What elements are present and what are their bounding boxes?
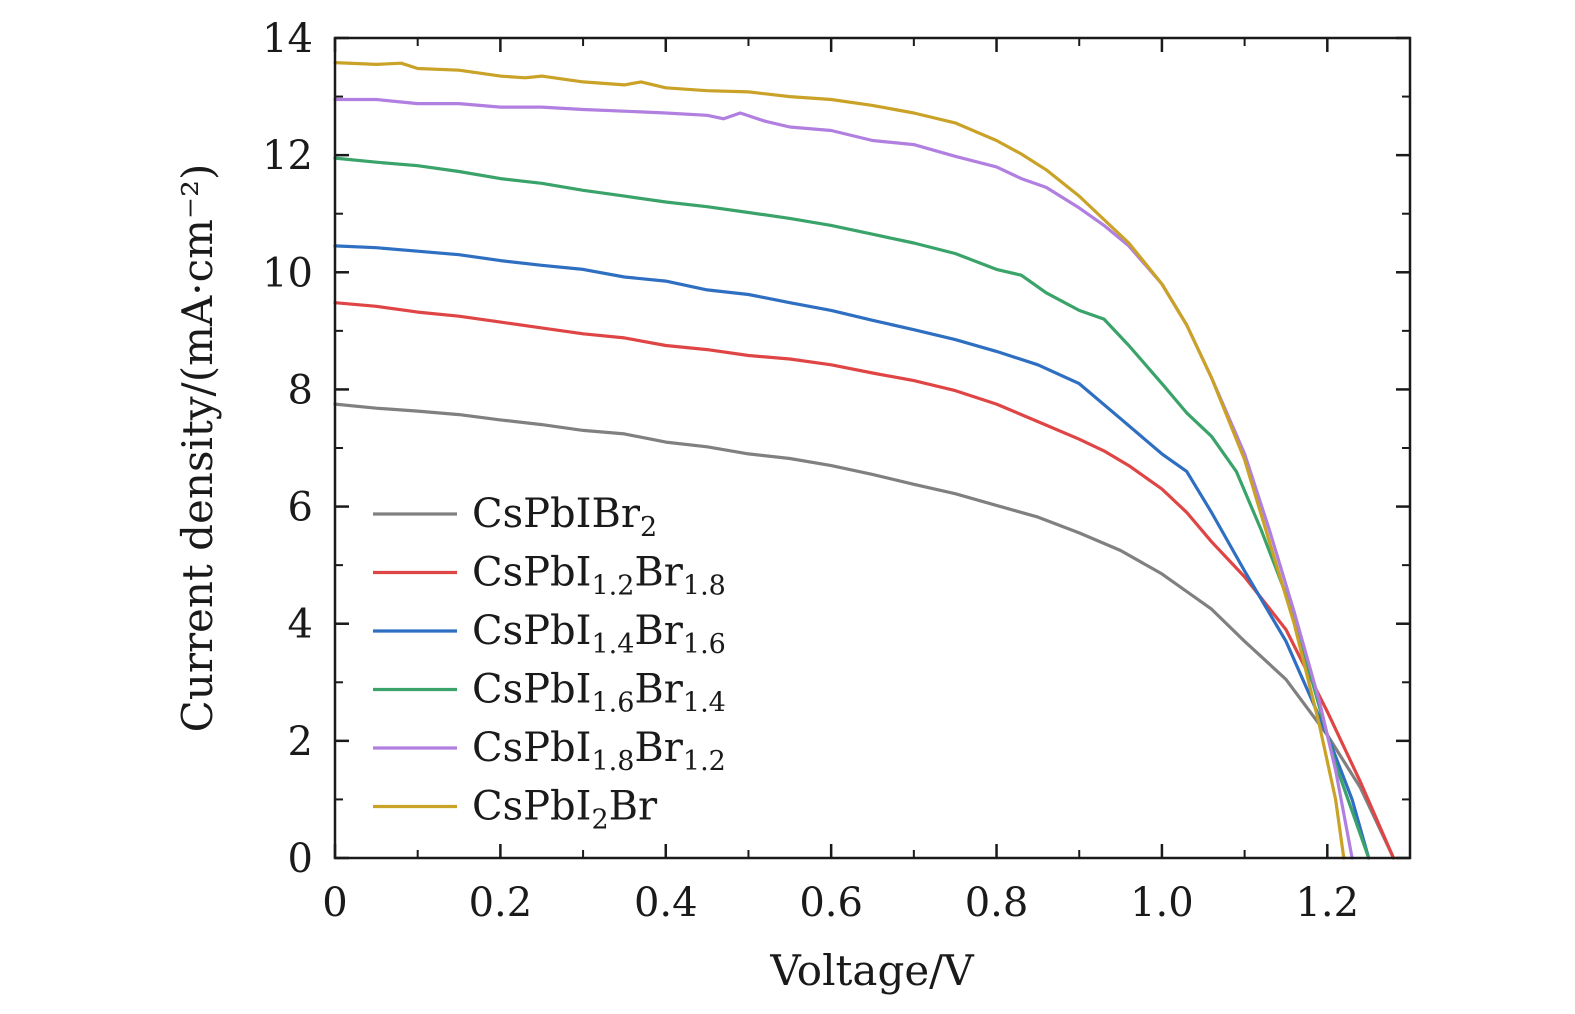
legend-label-0: CsPbIBr2 <box>472 491 657 543</box>
series-line-1 <box>333 301 1396 860</box>
x-tick-label: 0.8 <box>965 880 1029 926</box>
x-tick-label: 0 <box>322 880 347 926</box>
y-tick-label: 10 <box>262 250 313 296</box>
axis-ticks <box>333 36 1411 860</box>
series-line-2 <box>333 244 1371 860</box>
legend-label-2: CsPbI1.4Br1.6 <box>472 608 726 660</box>
legend-label-3: CsPbI1.6Br1.4 <box>472 667 726 719</box>
y-axis-label: Current density/(mA·cm⁻²) <box>173 164 222 733</box>
y-tick-label: 8 <box>288 367 313 413</box>
y-tick-label: 2 <box>288 719 313 765</box>
x-axis-label: Voltage/V <box>769 946 974 995</box>
y-tick-label: 12 <box>262 133 313 179</box>
y-tick-label: 0 <box>288 836 313 882</box>
y-tick-label: 4 <box>288 602 313 648</box>
x-tick-label: 0.6 <box>799 880 863 926</box>
x-tick-label: 0.2 <box>469 880 533 926</box>
legend-label-1: CsPbI1.2Br1.8 <box>472 550 726 602</box>
legend: CsPbIBr2 CsPbI1.2Br1.8 CsPbI1.4Br1.6 CsPbI1… <box>373 491 726 836</box>
axis-tick-labels: 0 0.2 0.4 0.6 0.8 1.0 1.2 0 2 4 6 8 10 12 14 <box>262 16 1359 926</box>
y-tick-label: 6 <box>288 485 313 531</box>
series-line-3 <box>333 156 1371 860</box>
series-line-0 <box>333 402 1396 860</box>
legend-label-4: CsPbI1.8Br1.2 <box>472 725 726 777</box>
x-tick-label: 0.4 <box>634 880 698 926</box>
plot-series-layer <box>333 61 1396 860</box>
x-tick-label: 1.0 <box>1130 880 1194 926</box>
y-tick-label: 14 <box>262 16 313 62</box>
x-tick-label: 1.2 <box>1295 880 1359 926</box>
series-line-5 <box>333 61 1346 860</box>
legend-label-5: CsPbI2Br <box>472 784 658 836</box>
